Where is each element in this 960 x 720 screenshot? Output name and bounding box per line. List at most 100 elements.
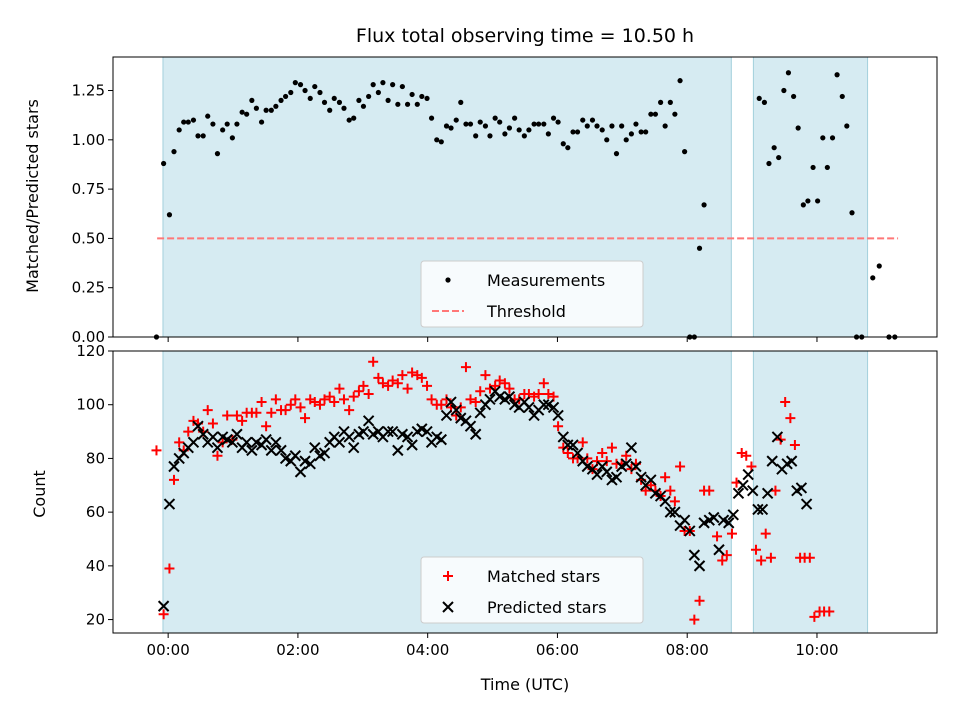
measurement-point — [288, 89, 294, 96]
measurement-point — [390, 82, 396, 88]
measurement-point — [497, 119, 503, 125]
matched-star-point — [168, 474, 179, 485]
measurement-point — [336, 99, 343, 105]
matched-star-point — [436, 399, 447, 410]
measurement-point — [253, 105, 259, 111]
predicted-star-point — [664, 506, 677, 518]
matched-star-point — [383, 380, 394, 391]
matched-star-point — [626, 464, 637, 475]
y-tick-label: 40 — [86, 557, 105, 575]
matched-star-point — [280, 405, 291, 416]
predicted-star-point — [771, 431, 784, 443]
matched-star-point — [765, 552, 776, 563]
measurement-point — [839, 93, 845, 100]
matched-star-point — [164, 563, 175, 574]
matched-star-point — [158, 609, 169, 620]
matched-star-point — [726, 528, 737, 539]
legend-label: Predicted stars — [487, 598, 607, 617]
matched-star-point — [348, 391, 359, 402]
measurement-point — [297, 82, 304, 88]
measurement-point — [604, 137, 610, 143]
matched-star-point — [202, 405, 213, 416]
matched-star-point — [689, 614, 700, 625]
measurement-point — [785, 70, 792, 76]
legend-label: Threshold — [486, 302, 566, 321]
predicted-star-point — [752, 503, 764, 516]
matched-star-point — [717, 555, 728, 566]
predicted-star-point — [464, 420, 477, 432]
matched-star-point — [407, 367, 418, 378]
measurement-point — [443, 123, 450, 129]
x-tick-label: 04:00 — [406, 641, 449, 659]
predicted-star-point — [163, 498, 176, 510]
matched-star-point — [392, 378, 403, 389]
measurement-point — [502, 131, 508, 137]
predicted-star-point — [591, 468, 603, 481]
measurement-point — [190, 117, 197, 123]
y-tick-label: 1.25 — [72, 82, 105, 100]
matched-star-point — [353, 386, 364, 397]
count-y-axis-label: Count — [30, 470, 49, 518]
predicted-star-point — [445, 396, 457, 408]
measurement-point — [599, 127, 605, 133]
predicted-star-point — [440, 409, 453, 422]
predicted-star-point — [547, 401, 560, 414]
measurement-point — [662, 123, 668, 129]
predicted-star-point — [474, 407, 486, 419]
measurement-point — [531, 121, 537, 127]
predicted-star-point — [240, 436, 253, 449]
measurement-point — [341, 105, 347, 111]
y-tick-label: 0.25 — [72, 279, 105, 297]
matched-star-point — [368, 356, 379, 367]
measurement-point — [419, 93, 425, 100]
matched-star-point — [329, 397, 340, 408]
measurement-point — [220, 127, 226, 133]
measurement-point — [409, 91, 415, 98]
measurement-point — [834, 72, 840, 78]
predicted-star-point — [601, 466, 613, 478]
matched-star-point — [606, 442, 617, 453]
matched-star-point — [824, 606, 835, 617]
matched-star-point — [217, 437, 228, 448]
measurement-point — [829, 135, 836, 141]
measurement-point — [667, 99, 673, 105]
predicted-star-point — [343, 431, 355, 443]
predicted-star-point — [450, 404, 462, 416]
matched-star-point — [780, 397, 791, 408]
measurement-point — [594, 123, 600, 129]
predicted-star-point — [406, 439, 418, 451]
matched-star-point — [480, 370, 491, 381]
measurement-point — [463, 121, 469, 127]
legend-marker — [442, 601, 454, 613]
measurement-point — [312, 83, 318, 90]
predicted-star-point — [260, 433, 272, 446]
matched-star-point — [475, 386, 486, 397]
observing-window-1 — [753, 351, 868, 633]
matched-star-point — [455, 402, 466, 413]
matched-star-point — [256, 397, 267, 408]
matched-star-point — [183, 426, 194, 437]
predicted-star-point — [357, 425, 370, 438]
matched-star-point — [785, 413, 796, 424]
matched-star-point — [741, 450, 752, 461]
predicted-star-point — [187, 436, 200, 449]
matched-star-point — [712, 531, 723, 542]
predicted-star-point — [333, 436, 346, 449]
predicted-star-point — [231, 428, 243, 440]
legend-label: Matched stars — [487, 567, 600, 586]
measurement-point — [467, 121, 474, 127]
legend: Measurements Threshold — [420, 260, 644, 328]
measurement-point — [781, 87, 787, 94]
measurement-point — [448, 125, 454, 131]
predicted-star-point — [727, 509, 739, 521]
measurement-point — [574, 129, 581, 135]
measurement-point — [820, 135, 826, 141]
predicted-star-point — [270, 436, 282, 449]
measurement-point — [375, 89, 381, 96]
measurement-point — [565, 145, 571, 151]
measurement-point — [682, 149, 688, 155]
measurement-point — [239, 109, 245, 115]
legend-marker — [443, 571, 453, 581]
predicted-star-point — [294, 466, 307, 478]
predicted-star-point — [659, 495, 671, 508]
